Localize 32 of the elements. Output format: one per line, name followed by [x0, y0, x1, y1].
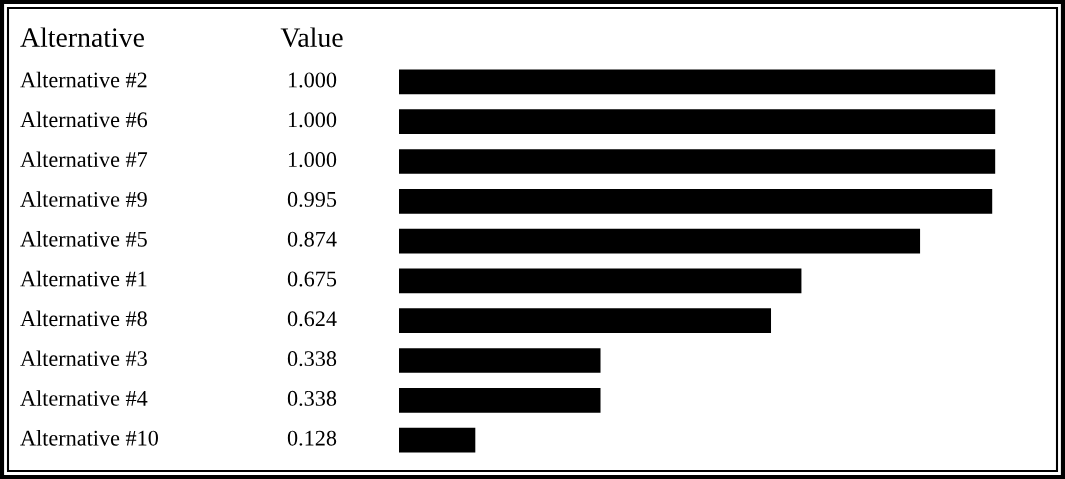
y-tick-label: Alternative #5: [20, 231, 147, 247]
y-tick-label: Alternative #10: [20, 430, 158, 446]
bar: [399, 427, 476, 453]
bar: [399, 188, 993, 214]
data-label: 1.000: [288, 152, 337, 168]
bar: [399, 387, 601, 413]
bar: [399, 109, 996, 135]
data-label: 0.995: [287, 191, 337, 207]
y-tick-label: Alternative #1: [20, 270, 147, 287]
data-label: 0.874: [287, 231, 337, 247]
y-tick-label: Alternative #9: [20, 191, 147, 207]
data-label: 1.000: [288, 72, 337, 88]
y-tick-label: Alternative #7: [20, 151, 148, 168]
bar: [399, 308, 772, 334]
bar: [399, 149, 996, 174]
y-tick-label: Alternative #6: [20, 111, 148, 128]
data-label: 0.338: [287, 390, 337, 406]
bar: [399, 348, 601, 373]
bar: [399, 268, 802, 294]
y-axis-title: Alternative: [20, 27, 144, 47]
y-tick-label: Alternative #3: [20, 350, 147, 367]
y-tick-label: Alternative #2: [20, 71, 147, 88]
data-label: 0.624: [287, 311, 337, 327]
bar: [399, 69, 996, 95]
x-axis-title: Value: [280, 27, 343, 48]
y-tick-label: Alternative #8: [20, 310, 147, 327]
data-label: 0.338: [287, 351, 337, 367]
y-tick-label: Alternative #4: [20, 390, 148, 406]
data-label: 0.128: [287, 430, 337, 446]
data-label: 0.675: [287, 271, 337, 287]
data-label: 1.000: [288, 112, 337, 128]
bar: [399, 228, 921, 254]
